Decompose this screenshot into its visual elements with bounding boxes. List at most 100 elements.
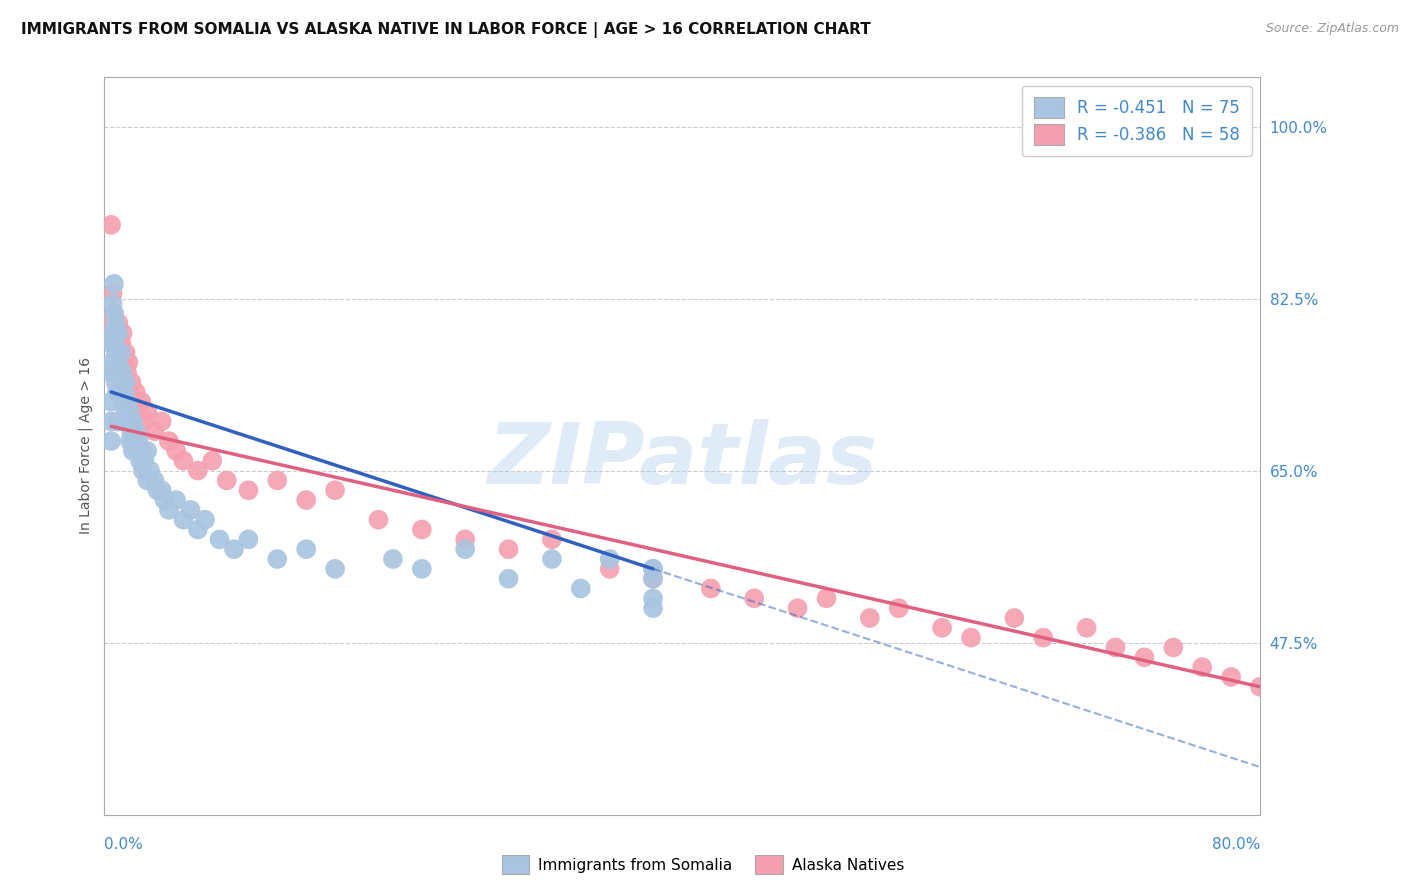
Point — [859, 611, 882, 625]
Point — [101, 355, 124, 369]
Point — [103, 335, 125, 350]
Point — [101, 286, 124, 301]
Point — [1161, 640, 1184, 655]
Point — [1104, 640, 1126, 655]
Point — [100, 394, 122, 409]
Point — [121, 394, 143, 409]
Point — [103, 365, 125, 379]
Point — [599, 562, 621, 576]
Point — [110, 375, 132, 389]
Point — [742, 591, 765, 606]
Point — [107, 326, 129, 340]
Point — [641, 601, 664, 615]
Point — [110, 335, 132, 350]
Point — [104, 335, 127, 350]
Point — [295, 493, 318, 508]
Point — [128, 434, 150, 448]
Point — [108, 345, 131, 359]
Point — [215, 474, 238, 488]
Point — [143, 474, 166, 488]
Point — [641, 562, 664, 576]
Point — [201, 454, 224, 468]
Point — [115, 365, 138, 379]
Point — [815, 591, 838, 606]
Point — [931, 621, 953, 635]
Point — [120, 375, 142, 389]
Point — [266, 552, 288, 566]
Point — [700, 582, 723, 596]
Point — [132, 464, 155, 478]
Point — [411, 523, 433, 537]
Point — [103, 306, 125, 320]
Point — [136, 404, 159, 418]
Point — [121, 414, 143, 428]
Point — [111, 326, 134, 340]
Point — [323, 483, 346, 498]
Point — [786, 601, 808, 615]
Point — [454, 533, 477, 547]
Point — [131, 394, 153, 409]
Point — [129, 454, 152, 468]
Point — [172, 513, 194, 527]
Point — [569, 582, 592, 596]
Point — [295, 542, 318, 557]
Point — [150, 483, 173, 498]
Point — [136, 474, 159, 488]
Point — [541, 552, 564, 566]
Legend: Immigrants from Somalia, Alaska Natives: Immigrants from Somalia, Alaska Natives — [495, 849, 911, 880]
Point — [104, 316, 127, 330]
Point — [157, 434, 180, 448]
Point — [150, 414, 173, 428]
Point — [100, 365, 122, 379]
Point — [120, 424, 142, 438]
Point — [146, 483, 169, 498]
Point — [887, 601, 910, 615]
Point — [1191, 660, 1213, 674]
Point — [157, 503, 180, 517]
Point — [641, 591, 664, 606]
Point — [114, 345, 136, 359]
Point — [118, 434, 141, 448]
Point — [454, 542, 477, 557]
Point — [103, 277, 125, 291]
Point — [180, 503, 202, 517]
Point — [134, 454, 156, 468]
Point — [641, 572, 664, 586]
Point — [114, 375, 136, 389]
Point — [222, 542, 245, 557]
Point — [960, 631, 983, 645]
Text: IMMIGRANTS FROM SOMALIA VS ALASKA NATIVE IN LABOR FORCE | AGE > 16 CORRELATION C: IMMIGRANTS FROM SOMALIA VS ALASKA NATIVE… — [21, 22, 870, 38]
Point — [411, 562, 433, 576]
Point — [107, 384, 129, 399]
Point — [139, 464, 162, 478]
Point — [124, 384, 146, 399]
Point — [498, 572, 520, 586]
Point — [105, 384, 128, 399]
Point — [100, 414, 122, 428]
Point — [134, 414, 156, 428]
Point — [112, 355, 135, 369]
Point — [1076, 621, 1098, 635]
Point — [128, 404, 150, 418]
Point — [599, 552, 621, 566]
Point — [1249, 680, 1271, 694]
Point — [117, 414, 139, 428]
Point — [143, 424, 166, 438]
Point — [238, 483, 260, 498]
Point — [105, 326, 128, 340]
Point — [111, 365, 134, 379]
Point — [121, 444, 143, 458]
Point — [165, 493, 187, 508]
Point — [187, 523, 209, 537]
Point — [112, 384, 135, 399]
Point — [107, 355, 129, 369]
Point — [131, 444, 153, 458]
Point — [104, 375, 127, 389]
Legend: R = -0.451   N = 75, R = -0.386   N = 58: R = -0.451 N = 75, R = -0.386 N = 58 — [1022, 86, 1251, 156]
Point — [238, 533, 260, 547]
Text: 0.0%: 0.0% — [104, 837, 142, 852]
Point — [100, 218, 122, 232]
Point — [105, 414, 128, 428]
Point — [100, 434, 122, 448]
Point — [118, 384, 141, 399]
